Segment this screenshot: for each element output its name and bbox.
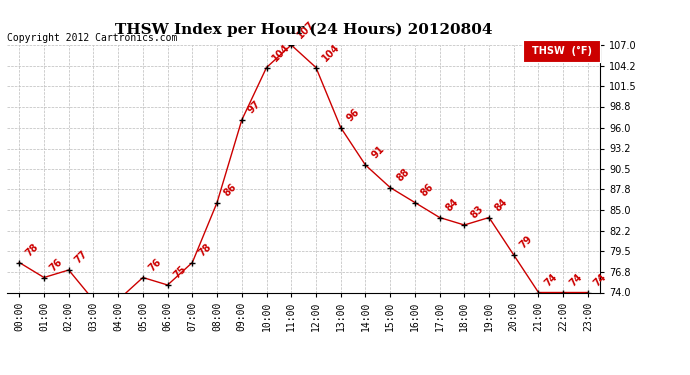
Text: 74: 74 <box>542 272 560 288</box>
Text: 79: 79 <box>518 234 535 251</box>
Text: 91: 91 <box>370 144 386 161</box>
Text: 78: 78 <box>197 242 213 258</box>
Text: 104: 104 <box>270 42 292 63</box>
Text: 86: 86 <box>221 182 238 198</box>
Text: 74: 74 <box>592 272 609 288</box>
Text: 107: 107 <box>295 20 317 41</box>
Title: THSW Index per Hour (24 Hours) 20120804: THSW Index per Hour (24 Hours) 20120804 <box>115 23 493 38</box>
Text: 97: 97 <box>246 99 263 116</box>
Text: 74: 74 <box>567 272 584 288</box>
Text: 83: 83 <box>469 204 485 221</box>
Text: 73: 73 <box>0 374 1 375</box>
Text: 86: 86 <box>419 182 435 198</box>
Text: 84: 84 <box>444 196 460 213</box>
Text: 78: 78 <box>23 242 40 258</box>
Text: 96: 96 <box>345 107 362 123</box>
Text: 104: 104 <box>320 42 342 63</box>
Text: 75: 75 <box>172 264 188 281</box>
Text: 76: 76 <box>48 257 65 273</box>
Text: 73: 73 <box>0 374 1 375</box>
Text: 88: 88 <box>394 166 411 183</box>
Text: 77: 77 <box>73 249 90 266</box>
Text: 84: 84 <box>493 196 510 213</box>
Text: Copyright 2012 Cartronics.com: Copyright 2012 Cartronics.com <box>7 33 177 42</box>
Text: 76: 76 <box>147 257 164 273</box>
